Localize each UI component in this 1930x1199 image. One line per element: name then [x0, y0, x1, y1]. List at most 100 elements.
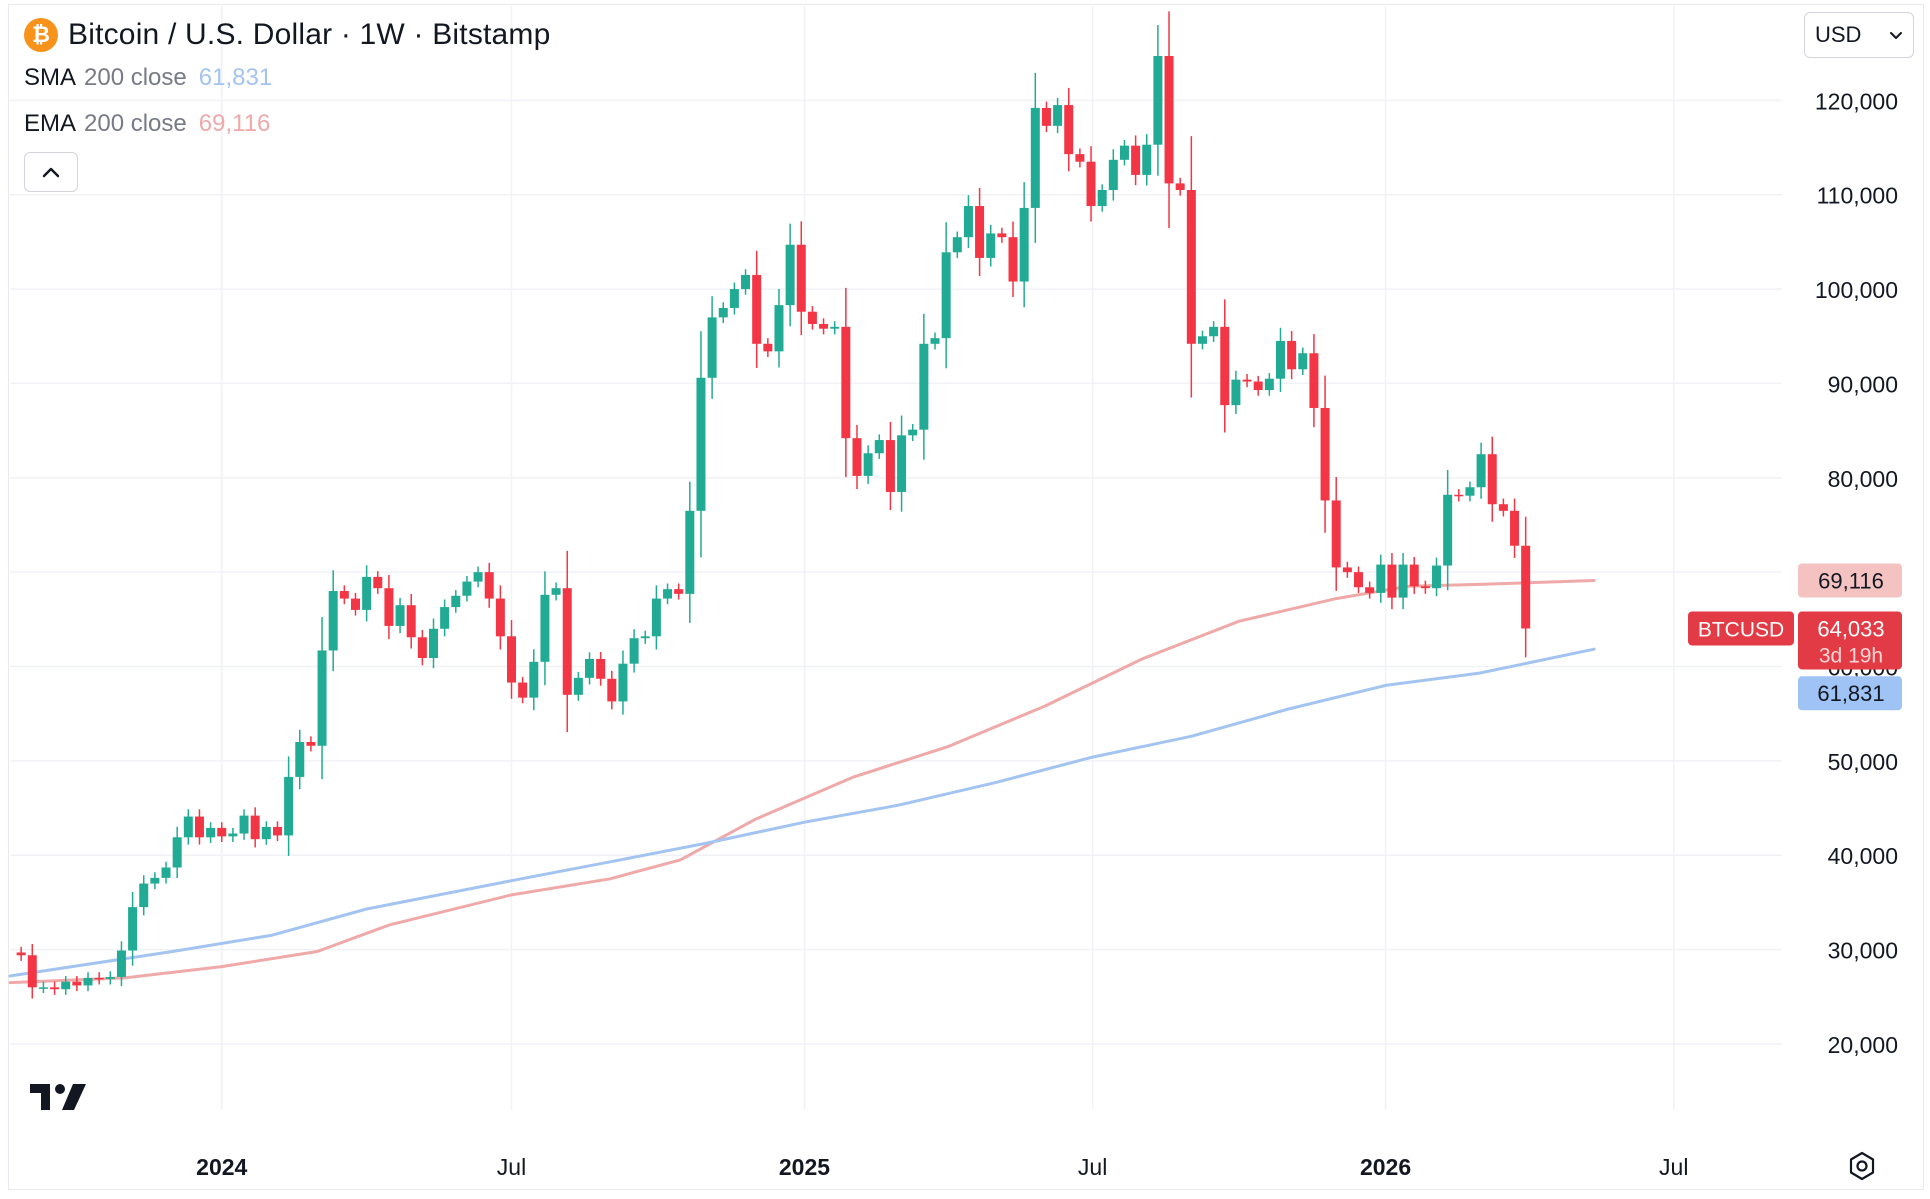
candle-body [1498, 504, 1508, 511]
candle-body [707, 317, 717, 378]
x-tick-label: 2024 [196, 1154, 247, 1180]
x-tick-label: 2026 [1360, 1154, 1411, 1180]
candle-body [495, 598, 505, 637]
candle-body [38, 987, 48, 989]
candle-body [1376, 564, 1386, 593]
candle-body [830, 326, 840, 329]
candle-body [629, 638, 639, 664]
candle-body [785, 244, 795, 306]
candle-body [250, 815, 260, 840]
candle-body [94, 977, 104, 980]
settings-icon[interactable] [1846, 1150, 1878, 1182]
y-tick-label: 80,000 [1828, 466, 1898, 492]
bar-countdown-label: 3d 19h [1819, 644, 1883, 667]
indicator-ema-value: 69,116 [198, 110, 271, 137]
candle-body [1064, 105, 1074, 155]
candle-body [975, 206, 985, 258]
candle-body [1197, 336, 1207, 344]
tradingview-logo[interactable] [30, 1082, 90, 1112]
candle-body [440, 607, 450, 629]
candle-body [1220, 326, 1230, 406]
currency-select[interactable]: USD [1804, 12, 1914, 58]
candle-body [1175, 183, 1185, 190]
candle-body [83, 977, 93, 986]
candle-body [796, 244, 806, 312]
x-tick-label: 2025 [779, 1154, 830, 1180]
currency-value: USD [1815, 22, 1862, 47]
x-tick-label: Jul [1078, 1154, 1107, 1180]
candle-body [417, 637, 427, 659]
candle-body [27, 955, 37, 988]
candle-body [61, 981, 71, 990]
candle-body [663, 589, 673, 599]
candle-body [272, 826, 282, 836]
candle-body [573, 677, 583, 695]
y-tick-label: 120,000 [1815, 88, 1898, 114]
candle-body [763, 343, 773, 352]
collapse-legend-button[interactable] [24, 152, 78, 192]
candle-body [529, 661, 539, 698]
y-tick-label: 50,000 [1828, 749, 1898, 775]
candle-body [50, 987, 60, 990]
candle-body [863, 453, 873, 476]
candle-body [1019, 207, 1029, 282]
candle-body [1275, 340, 1285, 379]
candle-body [963, 206, 973, 238]
chevron-up-icon [42, 167, 60, 178]
candle-body [930, 338, 940, 344]
candle-body [651, 598, 661, 637]
candle-body [618, 663, 628, 702]
candle-body [239, 815, 249, 834]
candle-body [72, 981, 82, 986]
candle-body [952, 237, 962, 253]
candle-body [908, 429, 918, 436]
candle-body [1108, 159, 1118, 190]
candle-body [1086, 161, 1096, 207]
candle-body [1242, 379, 1252, 382]
indicator-sma-row[interactable]: SMA 200 close 61,831 [24, 64, 272, 92]
candle-body [819, 323, 829, 329]
candle-body [1298, 353, 1308, 370]
candle-body [1487, 454, 1497, 505]
candle-body [1053, 105, 1063, 126]
candle-body [1432, 565, 1442, 589]
candle-body [507, 636, 517, 683]
candle-body [919, 343, 929, 430]
candle-body [194, 816, 204, 838]
chart-frame[interactable] [8, 4, 1924, 1190]
candle-body [1008, 237, 1018, 282]
candle-body [1119, 145, 1129, 160]
candle-body [228, 833, 238, 837]
candle-body [1041, 107, 1051, 126]
y-tick-label: 100,000 [1815, 277, 1898, 303]
candle-body [1097, 190, 1107, 207]
candle-body [540, 594, 550, 662]
candle-body [1465, 487, 1475, 496]
sma-price-tag-label: 61,831 [1817, 681, 1884, 706]
y-tick-label: 30,000 [1828, 938, 1898, 964]
candle-body [1075, 154, 1085, 162]
candle-body [105, 976, 115, 979]
candle-body [1131, 145, 1141, 175]
candle-body [1209, 326, 1219, 337]
symbol-title[interactable]: Bitcoin / U.S. Dollar · 1W · Bitstamp [68, 18, 551, 51]
candle-body [1443, 494, 1453, 566]
candle-body [674, 589, 684, 594]
candle-body [183, 816, 193, 838]
candle-body [161, 867, 171, 878]
candle-body [585, 658, 595, 678]
indicator-ema-params: 200 close [84, 110, 187, 137]
candle-body [1331, 500, 1341, 568]
indicator-ema-row[interactable]: EMA 200 close 69,116 [24, 110, 270, 138]
candle-body [551, 588, 561, 595]
candle-body [261, 826, 271, 840]
bitcoin-icon: ₿ [24, 18, 58, 52]
candle-body [841, 326, 851, 439]
candle-body [395, 605, 405, 626]
candle-body [1510, 510, 1520, 546]
candle-body [1354, 572, 1364, 588]
candle-body [752, 274, 762, 344]
candle-body [1454, 494, 1464, 497]
x-tick-label: Jul [497, 1154, 526, 1180]
